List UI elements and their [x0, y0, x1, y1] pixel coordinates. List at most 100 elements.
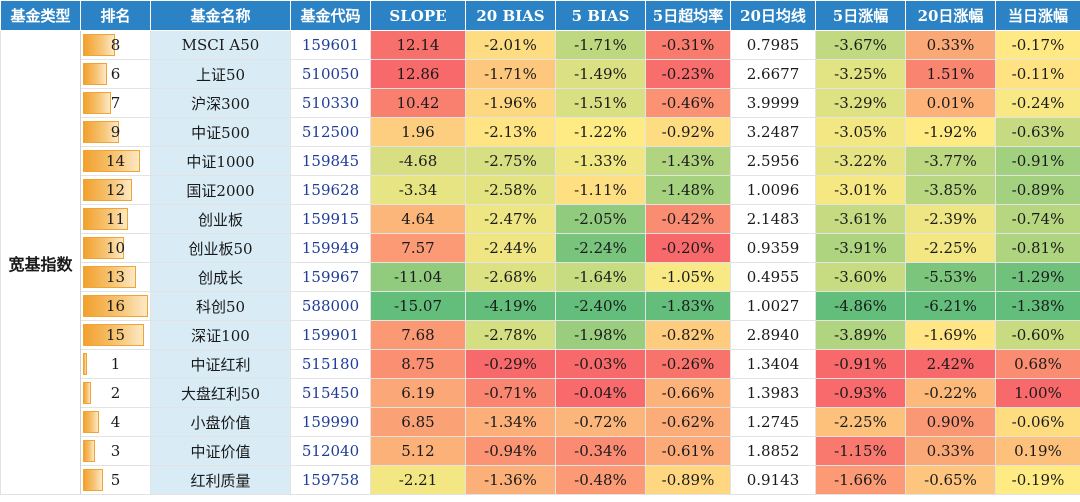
- rank-cell: 6: [80, 59, 151, 89]
- fund-name-cell: 中证1000: [150, 146, 291, 176]
- header-over5: 5日超均率: [645, 0, 731, 31]
- bias5-cell: -1.22%: [555, 117, 646, 147]
- rank-value: 11: [105, 210, 126, 228]
- bias5-cell: -1.51%: [555, 88, 646, 118]
- rank-value: 2: [110, 384, 121, 402]
- rank-databar: [83, 382, 92, 404]
- slope-cell: 4.64: [370, 204, 466, 234]
- rank-cell: 12: [80, 175, 151, 205]
- fund-name-cell: 中证价值: [150, 436, 291, 466]
- table-row: 12 国证2000 159628 -3.34 -2.58% -1.11% -1.48% 1.0…: [1, 175, 1080, 205]
- chg1-cell: -0.91%: [995, 146, 1080, 176]
- over5-cell: -1.83%: [645, 291, 731, 321]
- chg1-cell: -0.81%: [995, 233, 1080, 263]
- rank-cell: 8: [80, 30, 151, 60]
- fund-code-cell: 510050: [290, 59, 371, 89]
- slope-cell: -15.07: [370, 291, 466, 321]
- rank-cell: 3: [80, 436, 151, 466]
- rank-value: 7: [110, 94, 121, 112]
- table-row: 14 中证1000 159845 -4.68 -2.75% -1.33% -1.43% 2.5…: [1, 146, 1080, 176]
- table-row: 6 上证50 510050 12.86 -1.71% -1.49% -0.23% 2.6677…: [1, 59, 1080, 89]
- table-row: 2 大盘红利50 515450 6.19 -0.71% -0.04% -0.66% 1.398…: [1, 378, 1080, 408]
- header-slope: SLOPE: [370, 0, 466, 31]
- bias20-cell: -2.13%: [465, 117, 556, 147]
- header-fund-name: 基金名称: [150, 0, 291, 31]
- rank-value: 15: [105, 326, 126, 344]
- table-row: 9 中证500 512500 1.96 -2.13% -1.22% -0.92% 3.2487…: [1, 117, 1080, 147]
- chg1-cell: 1.00%: [995, 378, 1080, 408]
- rank-databar: [83, 34, 116, 56]
- fund-name-cell: 深证100: [150, 320, 291, 350]
- chg5-cell: -3.22%: [815, 146, 906, 176]
- bias5-cell: -0.03%: [555, 349, 646, 379]
- table-row: 7 沪深300 510330 10.42 -1.96% -1.51% -0.46% 3.999…: [1, 88, 1080, 118]
- fund-code-cell: 515450: [290, 378, 371, 408]
- fund-name-cell: 小盘价值: [150, 407, 291, 437]
- rank-cell: 13: [80, 262, 151, 292]
- slope-cell: 8.75: [370, 349, 466, 379]
- fund-code-cell: 159967: [290, 262, 371, 292]
- header-bias20: 20 BIAS: [465, 0, 556, 31]
- rank-cell: 5: [80, 465, 151, 495]
- table-row: 5 红利质量 159758 -2.21 -1.36% -0.48% -0.89% 0.9143…: [1, 465, 1080, 495]
- chg1-cell: -0.63%: [995, 117, 1080, 147]
- table-row: 1 中证红利 515180 8.75 -0.29% -0.03% -0.26% 1.3404-…: [1, 349, 1080, 379]
- ma20-cell: 2.6677: [730, 59, 816, 89]
- over5-cell: -0.20%: [645, 233, 731, 263]
- ma20-cell: 0.9143: [730, 465, 816, 495]
- bias5-cell: -0.48%: [555, 465, 646, 495]
- ma20-cell: 1.3983: [730, 378, 816, 408]
- rank-cell: 2: [80, 378, 151, 408]
- rank-value: 4: [110, 413, 121, 431]
- chg5-cell: -1.15%: [815, 436, 906, 466]
- over5-cell: -1.48%: [645, 175, 731, 205]
- bias20-cell: -1.71%: [465, 59, 556, 89]
- rank-databar: [83, 63, 108, 85]
- slope-cell: -4.68: [370, 146, 466, 176]
- table-row: 13 创成长 159967 -11.04 -2.68% -1.64% -1.05% 0.495…: [1, 262, 1080, 292]
- ma20-cell: 2.1483: [730, 204, 816, 234]
- ma20-cell: 0.7985: [730, 30, 816, 60]
- rank-databar: [83, 440, 96, 462]
- ma20-cell: 2.5956: [730, 146, 816, 176]
- fund-code-cell: 159845: [290, 146, 371, 176]
- bias5-cell: -2.24%: [555, 233, 646, 263]
- over5-cell: -0.89%: [645, 465, 731, 495]
- chg1-cell: -1.38%: [995, 291, 1080, 321]
- over5-cell: -0.46%: [645, 88, 731, 118]
- fund-type-cell: 宽基指数: [0, 30, 81, 495]
- slope-cell: -2.21: [370, 465, 466, 495]
- rank-databar: [83, 179, 132, 201]
- header-fund-type: 基金类型: [0, 0, 81, 31]
- rank-value: 12: [105, 181, 126, 199]
- rank-cell: 4: [80, 407, 151, 437]
- fund-code-cell: 159915: [290, 204, 371, 234]
- chg20-cell: 1.51%: [905, 59, 996, 89]
- chg5-cell: -3.67%: [815, 30, 906, 60]
- chg20-cell: -3.85%: [905, 175, 996, 205]
- header-chg5: 5日涨幅: [815, 0, 906, 31]
- chg20-cell: -2.39%: [905, 204, 996, 234]
- fund-code-cell: 159990: [290, 407, 371, 437]
- fund-code-cell: 159628: [290, 175, 371, 205]
- rank-databar: [83, 150, 140, 172]
- bias20-cell: -2.68%: [465, 262, 556, 292]
- chg20-cell: 0.33%: [905, 436, 996, 466]
- fund-code-cell: 512040: [290, 436, 371, 466]
- bias5-cell: -0.34%: [555, 436, 646, 466]
- chg1-cell: -0.06%: [995, 407, 1080, 437]
- rank-cell: 15: [80, 320, 151, 350]
- rank-value: 6: [110, 65, 121, 83]
- header-chg1: 当日涨幅: [995, 0, 1080, 31]
- rank-cell: 11: [80, 204, 151, 234]
- bias5-cell: -1.98%: [555, 320, 646, 350]
- slope-cell: 5.12: [370, 436, 466, 466]
- ma20-cell: 3.9999: [730, 88, 816, 118]
- chg5-cell: -3.29%: [815, 88, 906, 118]
- over5-cell: -0.62%: [645, 407, 731, 437]
- chg1-cell: -0.11%: [995, 59, 1080, 89]
- chg20-cell: 0.90%: [905, 407, 996, 437]
- rank-value: 13: [105, 268, 126, 286]
- chg1-cell: -0.74%: [995, 204, 1080, 234]
- bias20-cell: -1.34%: [465, 407, 556, 437]
